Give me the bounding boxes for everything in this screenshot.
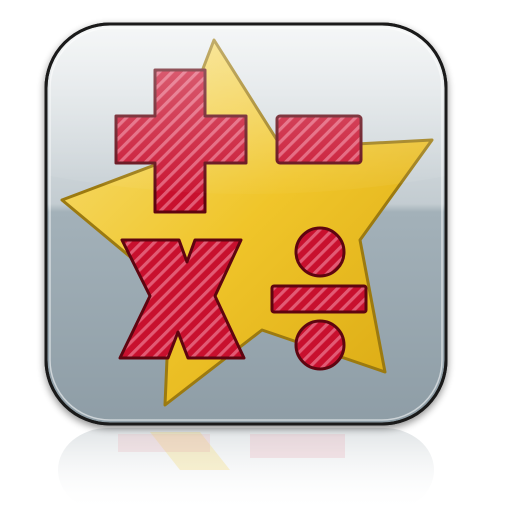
division-sign-icon: [270, 226, 368, 371]
tile-border: [44, 22, 448, 426]
tile-inner-highlight: [49, 27, 443, 421]
tile-gloss: [50, 24, 446, 194]
tile-reflection: [58, 428, 434, 512]
multiplication-sign-icon: [118, 238, 246, 360]
